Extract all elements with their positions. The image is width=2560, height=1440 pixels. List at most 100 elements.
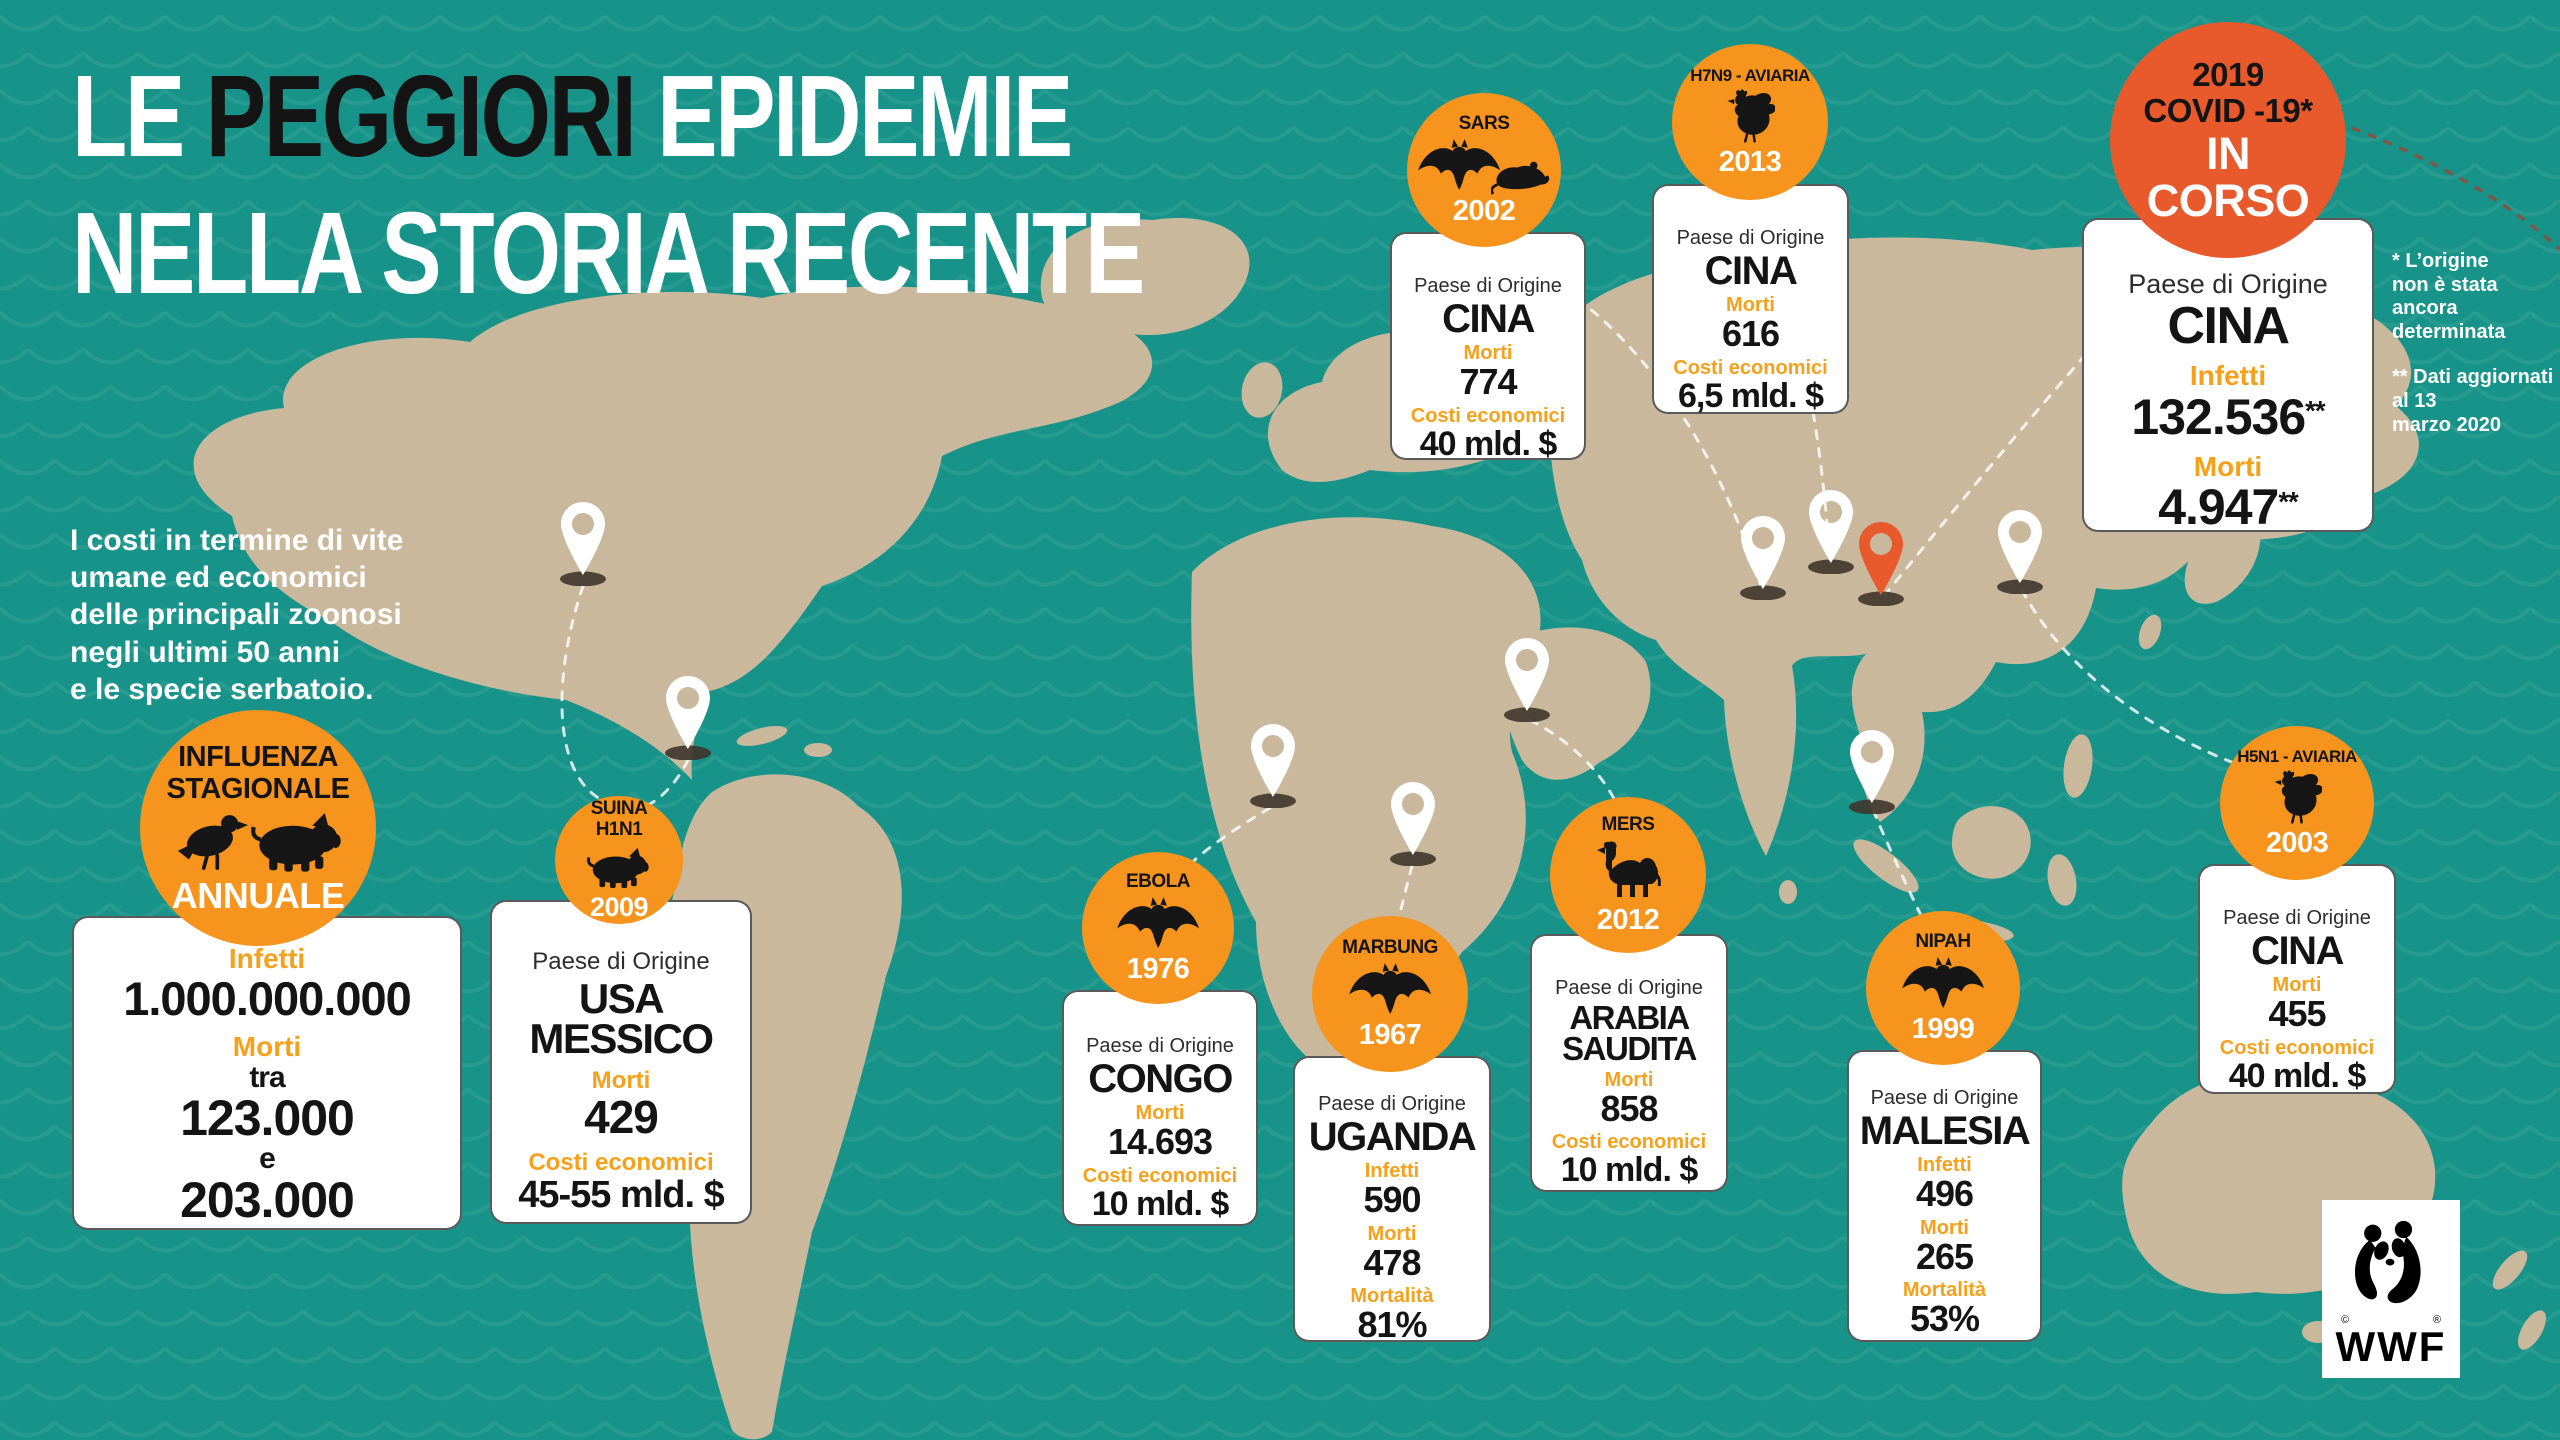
origin-value: ARABIA — [1569, 999, 1690, 1036]
origin-value: USA — [578, 974, 665, 1022]
badge-year: 2009 — [589, 891, 649, 922]
stat-row: Infetti 590 — [1295, 1160, 1489, 1219]
pin-marker-icon — [561, 502, 605, 575]
pin-shadow — [1390, 851, 1436, 866]
epidemic-badge-covid: 2019 COVID -19* IN CORSO — [2110, 22, 2346, 258]
stat-value: 455 — [2200, 995, 2394, 1033]
badge-animals — [1115, 896, 1201, 950]
stat-label: Costi economici — [1551, 1131, 1707, 1154]
stat-row: Mortalità 53% — [1849, 1279, 2040, 1338]
origin-value: MALESIA — [1859, 1109, 2031, 1153]
stat-label: Morti — [1726, 294, 1775, 316]
epidemic-badge-ebola: EBOLA 1976 — [1082, 852, 1234, 1004]
origin-label: Paese di Origine — [532, 948, 710, 975]
rat-icon — [1491, 158, 1552, 196]
badge-title: SUINA — [590, 798, 648, 820]
footnote-marker: ** — [2278, 485, 2298, 517]
stat-row: Morti 858 — [1532, 1069, 1726, 1128]
map-pin-west-africa — [1250, 724, 1296, 808]
pin-marker-icon — [1859, 522, 1903, 595]
stat-value: 81% — [1295, 1307, 1489, 1344]
stat-value-line: 53% — [1849, 1301, 2040, 1338]
stat-value-text: 14.693 — [1107, 1121, 1213, 1162]
stat-row: Morti 265 — [1849, 1217, 2040, 1276]
stat-row: Infetti 1.000.000.000 — [74, 943, 460, 1023]
pin-shadow — [1808, 559, 1854, 574]
stat-value-line: 265 — [1849, 1238, 2040, 1276]
pin-marker-icon — [1998, 510, 2042, 583]
stat-value-line: 616 — [1654, 313, 1847, 354]
stat-row: Infetti 496 — [1849, 1154, 2040, 1213]
stat-value-text: 53% — [1909, 1298, 1980, 1340]
stat-label: Morti — [591, 1066, 651, 1094]
stat-label: Morti — [2193, 450, 2263, 482]
stat-value-text: 123.000 — [180, 1090, 355, 1147]
title-line-1: LE PEGGIORI EPIDEMIE — [72, 48, 1143, 185]
stat-label: Morti — [1920, 1216, 1969, 1239]
stat-value-text: 858 — [1600, 1087, 1658, 1129]
stat-value-line: e — [74, 1143, 460, 1175]
map-pin-canada — [560, 502, 606, 586]
stat-value-text: 81% — [1357, 1304, 1427, 1346]
stat-label: Costi economici — [2219, 1036, 2375, 1059]
stat-value: 496 — [1849, 1173, 2040, 1214]
origin-label: Paese di Origine — [2128, 269, 2328, 299]
origin-value: CINA — [1442, 297, 1535, 341]
camel-icon — [1592, 839, 1664, 901]
stat-value: 45-55 mld. $ — [492, 1176, 750, 1215]
origin-label: Paese di Origine — [1414, 275, 1562, 297]
stat-value-text: 478 — [1363, 1241, 1421, 1283]
pin-marker-icon — [1505, 638, 1549, 711]
origin-value: UGANDA — [1308, 1115, 1477, 1159]
badge-title: H1N1 — [595, 819, 643, 840]
stat-label: Infetti — [228, 943, 306, 974]
epidemic-card-ebola: Paese di Origine CONGO Morti 14.693 Costi ec… — [1062, 990, 1258, 1226]
stat-value-text: 496 — [1915, 1173, 1974, 1214]
stat-value-line: 6,5 mld. $ — [1654, 378, 1847, 414]
wwf-logo-text: WWF — [2335, 1323, 2447, 1370]
pin-shadow — [1740, 585, 1786, 600]
map-pin-central-asia-1 — [1740, 516, 1786, 600]
stat-row: Morti 616 — [1654, 294, 1847, 353]
bat-icon — [1347, 962, 1433, 1016]
continent-north-america — [193, 286, 1153, 780]
stat-value-line: 10 mld. $ — [1532, 1153, 1726, 1188]
epidemic-card-influenza: Infetti 1.000.000.000 Morti tra 123.000 e 203.… — [72, 916, 462, 1230]
stat-row: Costi economici 10 mld. $ — [1064, 1165, 1256, 1222]
origin-value: CINA — [2251, 929, 2344, 973]
stat-value-line: 45-55 mld. $ — [492, 1176, 750, 1215]
badge-title: STAGIONALE — [166, 772, 350, 805]
title-segment: EPIDEMIE — [634, 51, 1073, 181]
badge-year: IN — [2206, 127, 2251, 179]
stat-row: Mortalità 81% — [1295, 1285, 1489, 1344]
stat-value-text: 45-55 mld. $ — [518, 1174, 725, 1217]
stat-value-text: 40 mld. $ — [1419, 424, 1558, 463]
stat-value: 10 mld. $ — [1064, 1186, 1256, 1222]
footnote-updated: ** Dati aggiornati al 13 marzo 2020 — [2392, 366, 2554, 436]
stat-value-text: tra — [249, 1060, 285, 1094]
stat-value-text: 616 — [1721, 313, 1780, 354]
map-pin-china-covid — [1858, 522, 1904, 606]
pig-icon — [587, 845, 650, 889]
origin-value: CINA — [2167, 297, 2290, 356]
origin-value: CONGO — [1088, 1057, 1233, 1101]
stat-value-line: 81% — [1295, 1307, 1489, 1344]
epidemic-badge-h7n9: H7N9 - AVIARIA 2013 — [1672, 44, 1828, 200]
pin-marker-icon — [1850, 730, 1894, 803]
badge-year: 2002 — [1452, 195, 1516, 228]
registered-mark: ® — [2432, 1314, 2441, 1326]
stat-row: Morti 14.693 — [1064, 1102, 1256, 1161]
badge-animals — [1725, 89, 1776, 143]
stat-value-text: 203.000 — [180, 1171, 355, 1228]
origin-label: Paese di Origine — [2223, 907, 2371, 929]
title-line-2: NELLA STORIA RECENTE — [72, 187, 1145, 318]
pig-icon — [251, 809, 343, 873]
badge-year: CORSO — [2146, 174, 2310, 226]
stat-value-line: 478 — [1295, 1241, 1489, 1283]
intro-text: I costi in termine di vite umane ed econ… — [70, 524, 404, 706]
stat-value: 478 — [1295, 1241, 1489, 1283]
stat-value-line: 858 — [1532, 1087, 1726, 1129]
